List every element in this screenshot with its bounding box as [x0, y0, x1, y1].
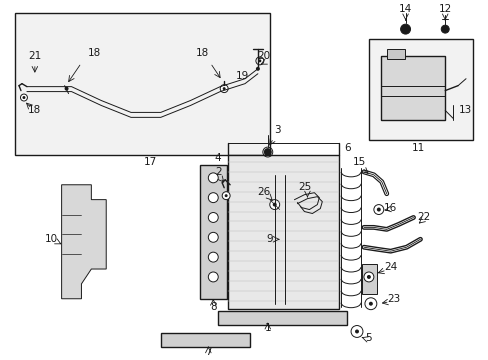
Circle shape: [366, 275, 370, 279]
Bar: [361, 264, 376, 294]
Circle shape: [400, 24, 410, 34]
Text: 16: 16: [383, 203, 397, 212]
Circle shape: [224, 194, 227, 197]
Text: 18: 18: [195, 48, 208, 58]
Circle shape: [363, 272, 373, 282]
Circle shape: [368, 302, 372, 306]
Text: 21: 21: [28, 51, 41, 61]
Circle shape: [208, 232, 218, 242]
Circle shape: [22, 96, 25, 99]
Bar: [218, 311, 346, 324]
Polygon shape: [61, 185, 106, 299]
Text: 17: 17: [144, 157, 157, 167]
Circle shape: [373, 204, 383, 215]
Circle shape: [220, 85, 228, 93]
Circle shape: [440, 25, 448, 33]
Text: 12: 12: [438, 4, 451, 14]
Text: 18: 18: [87, 48, 101, 58]
Text: 25: 25: [297, 182, 310, 192]
Bar: [368, 39, 472, 140]
Circle shape: [208, 173, 218, 183]
Circle shape: [64, 87, 68, 91]
Text: 22: 22: [416, 212, 429, 222]
Text: 3: 3: [274, 125, 281, 135]
Circle shape: [208, 272, 218, 282]
Circle shape: [350, 325, 362, 337]
Text: 9: 9: [266, 234, 272, 244]
Circle shape: [364, 298, 376, 310]
Circle shape: [258, 59, 261, 62]
Bar: [380, 56, 444, 120]
Text: 5: 5: [365, 333, 371, 343]
Circle shape: [264, 148, 271, 156]
Text: 6: 6: [343, 143, 350, 153]
Circle shape: [269, 200, 279, 210]
Bar: [15, 13, 269, 155]
Circle shape: [222, 87, 225, 90]
Bar: [161, 333, 249, 347]
Circle shape: [272, 203, 276, 207]
Text: 24: 24: [383, 262, 397, 272]
Text: 1: 1: [264, 324, 270, 333]
Text: 14: 14: [398, 4, 411, 14]
Text: 19: 19: [235, 71, 248, 81]
Text: 15: 15: [352, 157, 365, 167]
Text: 4: 4: [215, 153, 221, 163]
Text: 2: 2: [215, 167, 221, 177]
Circle shape: [255, 67, 259, 71]
Circle shape: [208, 212, 218, 222]
Bar: [228, 155, 339, 309]
Circle shape: [222, 192, 230, 200]
Text: 8: 8: [209, 302, 216, 312]
Circle shape: [208, 193, 218, 203]
Text: 20: 20: [257, 51, 270, 61]
Circle shape: [208, 252, 218, 262]
Circle shape: [376, 208, 380, 212]
Text: 13: 13: [457, 105, 471, 116]
Circle shape: [255, 57, 264, 65]
Text: 7: 7: [204, 347, 211, 357]
Circle shape: [354, 329, 358, 333]
Bar: [200, 165, 227, 299]
Text: 18: 18: [28, 105, 41, 116]
Text: 11: 11: [411, 143, 424, 153]
Text: 23: 23: [386, 294, 400, 304]
Circle shape: [20, 94, 27, 101]
Bar: [380, 56, 444, 120]
Text: 26: 26: [257, 187, 270, 197]
Bar: [386, 49, 404, 59]
Text: 10: 10: [45, 234, 58, 244]
